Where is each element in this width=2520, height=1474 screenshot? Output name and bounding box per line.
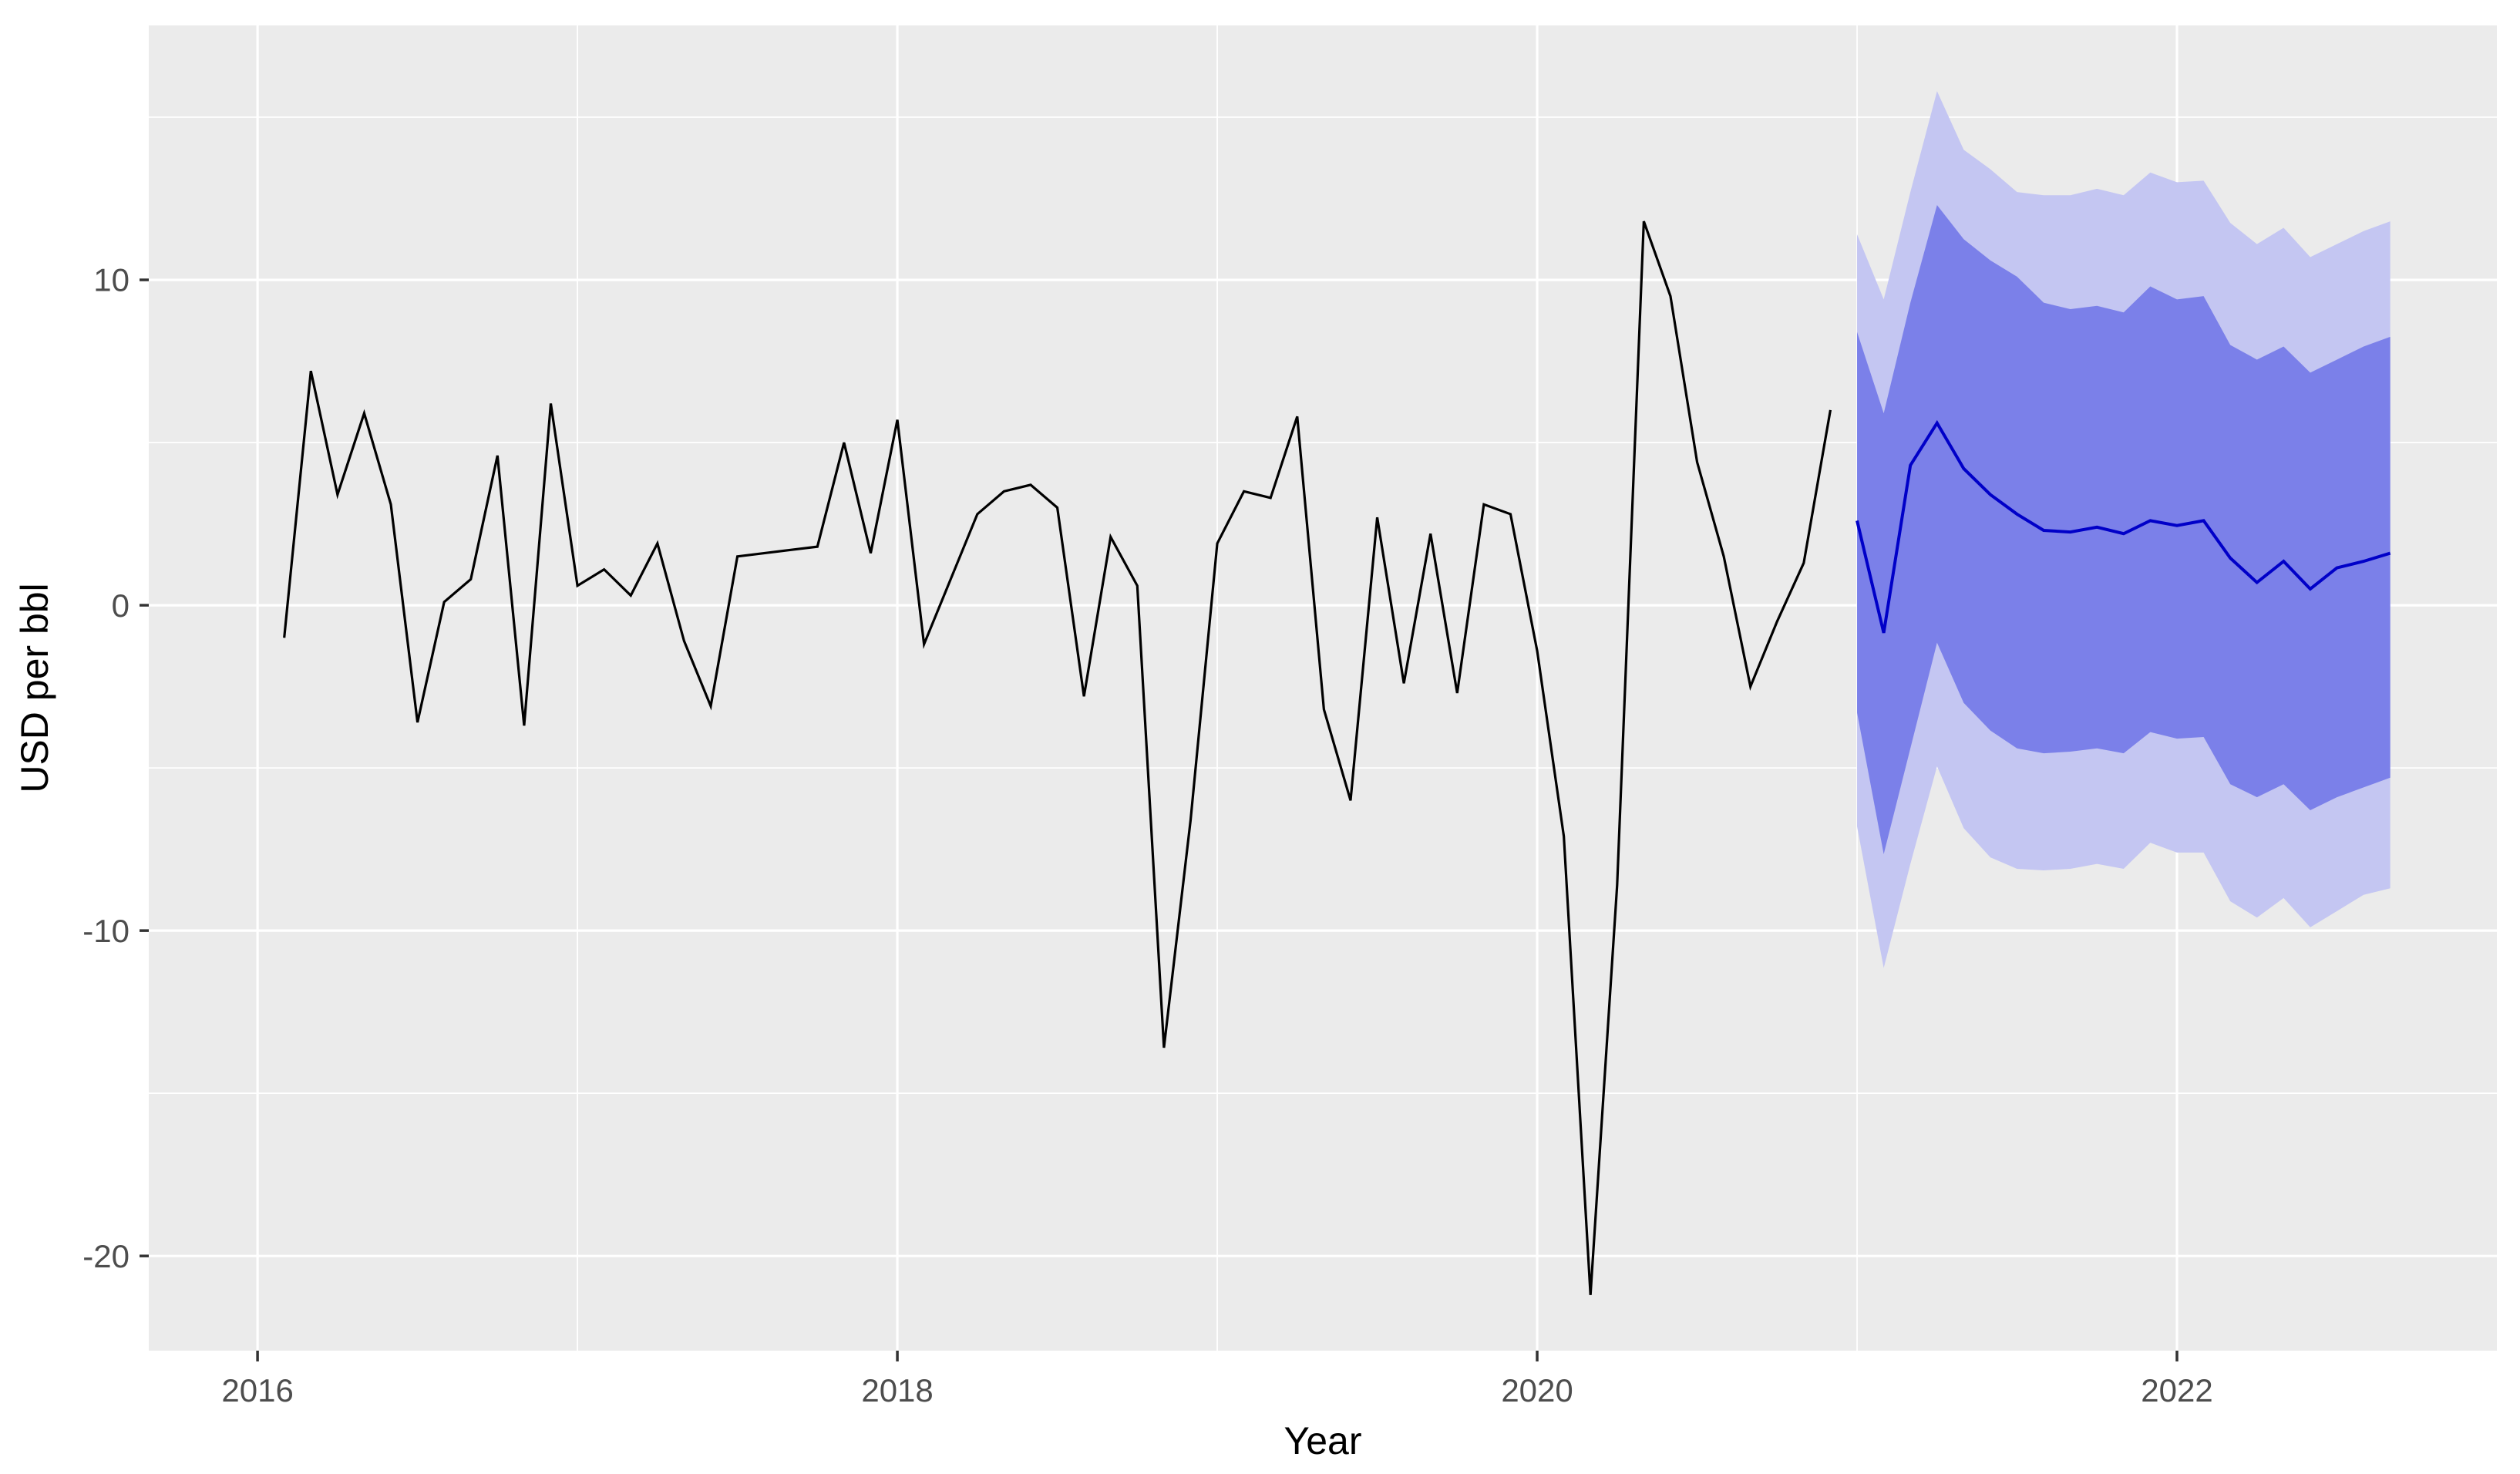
ci-80-ribbon: [1857, 204, 2390, 854]
x-axis-tick-label: 2020: [1501, 1372, 1573, 1408]
y-axis-tick-label: 10: [93, 262, 130, 298]
x-axis-tick-label: 2022: [2141, 1372, 2212, 1408]
x-axis-tick-label: 2018: [861, 1372, 933, 1408]
y-axis-tick-label: -10: [82, 913, 130, 949]
history-line: [283, 220, 1832, 1295]
forecast-mean-line: [1856, 419, 2391, 634]
series-layer: [283, 91, 2391, 1295]
y-axis-tick-label: -20: [82, 1238, 130, 1274]
y-axis-tick-label: 0: [112, 587, 130, 624]
x-axis-title: Year: [1284, 1419, 1361, 1462]
x-axis-tick-label: 2016: [221, 1372, 293, 1408]
axis-layer: 10 0 -10 -20 2016 2018 2020 2022: [82, 262, 2212, 1408]
y-axis-title: USD per bbl: [13, 583, 56, 793]
